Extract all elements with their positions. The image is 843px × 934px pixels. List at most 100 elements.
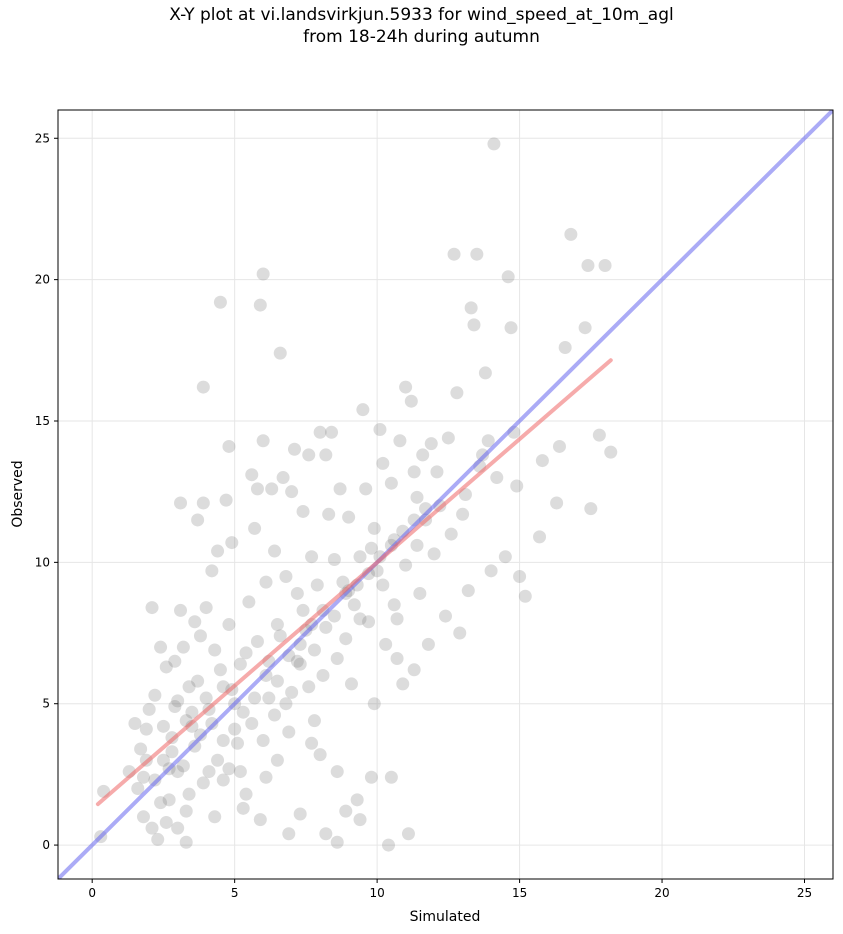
scatter-point bbox=[427, 547, 441, 561]
scatter-point bbox=[142, 702, 156, 716]
scatter-point bbox=[302, 448, 316, 462]
y-tick-label: 10 bbox=[35, 555, 50, 569]
scatter-point bbox=[250, 635, 264, 649]
x-tick-label: 20 bbox=[654, 886, 669, 900]
scatter-point bbox=[191, 513, 205, 527]
scatter-point bbox=[156, 719, 170, 733]
reference-lines bbox=[58, 110, 833, 879]
scatter-point bbox=[151, 832, 165, 846]
scatter-point bbox=[279, 697, 293, 711]
scatter-point bbox=[145, 821, 159, 835]
scatter-point bbox=[259, 770, 273, 784]
scatter-point bbox=[467, 318, 481, 332]
scatter-point bbox=[367, 521, 381, 535]
scatter-point bbox=[319, 827, 333, 841]
scatter-point bbox=[470, 247, 484, 261]
scatter-point bbox=[222, 618, 236, 632]
scatter-point bbox=[498, 550, 512, 564]
scatter-point bbox=[330, 651, 344, 665]
scatter-point bbox=[182, 787, 196, 801]
scatter-point bbox=[327, 553, 341, 567]
grid-lines bbox=[58, 110, 833, 879]
scatter-point bbox=[353, 612, 367, 626]
y-tick-label: 15 bbox=[35, 414, 50, 428]
scatter-point bbox=[384, 476, 398, 490]
y-tick-label: 25 bbox=[35, 131, 50, 145]
scatter-point bbox=[424, 437, 438, 451]
scatter-point bbox=[216, 773, 230, 787]
scatter-point bbox=[447, 247, 461, 261]
scatter-point bbox=[245, 468, 259, 482]
scatter-point bbox=[222, 762, 236, 776]
scatter-point bbox=[199, 691, 213, 705]
scatter-point bbox=[325, 425, 339, 439]
scatter-point bbox=[225, 536, 239, 550]
scatter-point bbox=[592, 428, 606, 442]
scatter-point bbox=[185, 705, 199, 719]
scatter-point bbox=[245, 717, 259, 731]
scatter-point bbox=[382, 838, 396, 852]
scatter-point bbox=[270, 674, 284, 688]
scatter-point bbox=[196, 380, 210, 394]
scatter-point bbox=[558, 340, 572, 354]
scatter-point bbox=[461, 584, 475, 598]
scatter-point bbox=[293, 807, 307, 821]
scatter-point bbox=[307, 714, 321, 728]
scatter-point bbox=[390, 651, 404, 665]
scatter-point bbox=[134, 742, 148, 756]
scatter-point bbox=[202, 765, 216, 779]
scatter-point bbox=[484, 564, 498, 578]
scatter-point bbox=[416, 448, 430, 462]
scatter-point bbox=[518, 589, 532, 603]
scatter-point bbox=[171, 821, 185, 835]
scatter-point bbox=[513, 569, 527, 583]
scatter-point bbox=[273, 629, 287, 643]
x-tick-label: 5 bbox=[231, 886, 239, 900]
scatter-point bbox=[441, 431, 455, 445]
scatter-point bbox=[268, 544, 282, 558]
scatter-point bbox=[208, 643, 222, 657]
x-tick-label: 15 bbox=[512, 886, 527, 900]
scatter-point bbox=[253, 813, 267, 827]
scatter-point bbox=[253, 298, 267, 312]
scatter-point bbox=[364, 541, 378, 555]
scatter-point bbox=[550, 496, 564, 510]
x-tick-label: 25 bbox=[797, 886, 812, 900]
scatter-point bbox=[307, 643, 321, 657]
scatter-point bbox=[228, 722, 242, 736]
x-tick-label: 0 bbox=[88, 886, 96, 900]
y-tick-label: 5 bbox=[42, 697, 50, 711]
scatter-point bbox=[233, 657, 247, 671]
scatter-point bbox=[273, 346, 287, 360]
chart-title: X-Y plot at vi.landsvirkjun.5933 for win… bbox=[0, 4, 843, 48]
scatter-point bbox=[213, 295, 227, 309]
scatter-point bbox=[159, 660, 173, 674]
scatter-point bbox=[276, 471, 290, 485]
scatter-point bbox=[464, 301, 478, 315]
scatter-point bbox=[211, 544, 225, 558]
scatter-point bbox=[290, 586, 304, 600]
scatter-point bbox=[290, 654, 304, 668]
scatter-point bbox=[478, 366, 492, 380]
scatter-point bbox=[305, 736, 319, 750]
scatter-point bbox=[533, 530, 547, 544]
scatter-point bbox=[250, 482, 264, 496]
scatter-point bbox=[262, 691, 276, 705]
scatter-point bbox=[154, 796, 168, 810]
axis-ticks: 0 5 10 15 20 25 0 5 10 15 20 25 bbox=[35, 131, 812, 900]
scatter-point bbox=[219, 493, 233, 507]
scatter-point bbox=[159, 815, 173, 829]
scatter-point bbox=[501, 270, 515, 284]
scatter-point bbox=[598, 258, 612, 272]
scatter-point bbox=[376, 456, 390, 470]
scatter-point bbox=[211, 753, 225, 767]
scatter-point bbox=[236, 801, 250, 815]
scatter-point bbox=[171, 765, 185, 779]
scatter-point bbox=[387, 598, 401, 612]
y-axis-label: Observed bbox=[10, 460, 26, 527]
scatter-point bbox=[330, 835, 344, 849]
scatter-point bbox=[390, 612, 404, 626]
scatter-point bbox=[265, 482, 279, 496]
scatter-point bbox=[139, 722, 153, 736]
